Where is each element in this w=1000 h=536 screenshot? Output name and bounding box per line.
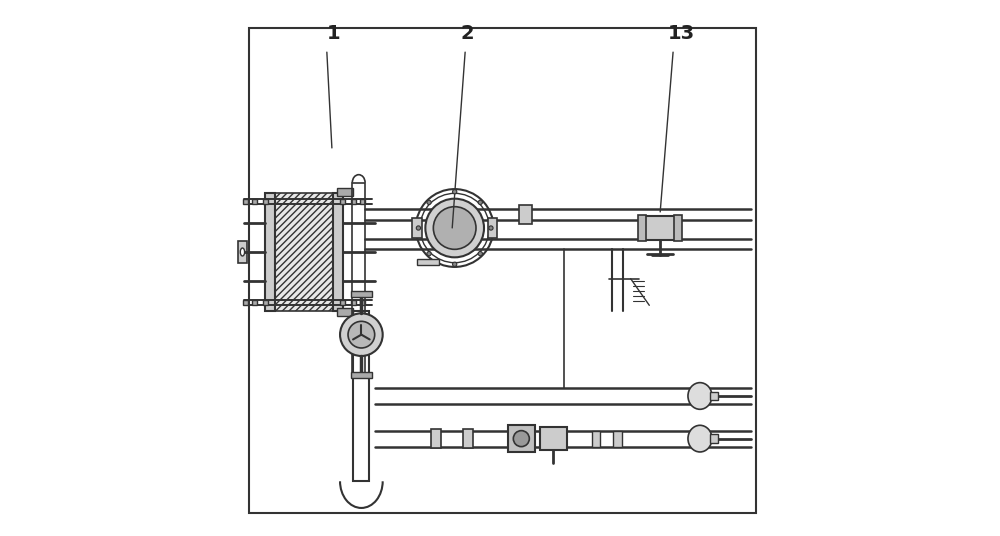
Bar bbox=[243, 300, 248, 306]
Bar bbox=[252, 300, 257, 306]
Bar bbox=[353, 311, 369, 481]
Text: 13: 13 bbox=[668, 24, 695, 43]
Circle shape bbox=[348, 321, 375, 348]
Circle shape bbox=[416, 226, 421, 230]
Bar bbox=[508, 425, 535, 452]
Bar bbox=[431, 429, 441, 448]
Text: 1: 1 bbox=[327, 24, 340, 43]
Circle shape bbox=[453, 262, 457, 266]
Bar bbox=[273, 193, 335, 311]
Bar bbox=[519, 205, 532, 224]
Bar bbox=[263, 199, 268, 204]
Bar bbox=[412, 218, 422, 237]
Circle shape bbox=[453, 190, 457, 194]
Bar bbox=[340, 199, 345, 204]
Circle shape bbox=[425, 199, 484, 257]
Text: 2: 2 bbox=[460, 24, 474, 43]
Bar bbox=[463, 429, 473, 448]
Circle shape bbox=[340, 314, 383, 356]
Circle shape bbox=[427, 200, 431, 205]
Bar bbox=[351, 199, 356, 204]
Circle shape bbox=[513, 430, 529, 446]
Bar bbox=[351, 291, 372, 297]
Circle shape bbox=[478, 251, 482, 256]
Bar bbox=[351, 300, 356, 306]
Bar bbox=[351, 372, 372, 378]
Circle shape bbox=[433, 207, 476, 249]
Bar bbox=[333, 193, 343, 311]
Bar bbox=[252, 199, 257, 204]
Bar bbox=[674, 215, 682, 241]
Ellipse shape bbox=[688, 425, 712, 452]
Bar bbox=[340, 300, 345, 306]
Bar bbox=[337, 188, 353, 196]
Circle shape bbox=[478, 200, 482, 205]
Bar bbox=[360, 300, 365, 306]
Bar bbox=[238, 241, 247, 263]
Circle shape bbox=[427, 251, 431, 256]
Bar bbox=[710, 392, 718, 400]
Bar bbox=[592, 430, 600, 446]
Ellipse shape bbox=[688, 383, 712, 410]
Bar bbox=[613, 430, 622, 446]
Bar bbox=[710, 434, 718, 443]
Bar bbox=[638, 215, 646, 241]
Bar bbox=[540, 427, 567, 450]
Bar bbox=[488, 218, 497, 237]
Bar bbox=[265, 193, 275, 311]
Bar bbox=[263, 300, 268, 306]
Bar bbox=[337, 308, 353, 316]
Bar bbox=[417, 259, 439, 265]
Bar bbox=[644, 217, 676, 240]
Circle shape bbox=[489, 226, 493, 230]
Ellipse shape bbox=[240, 248, 245, 256]
Bar bbox=[352, 183, 365, 375]
Bar bbox=[243, 199, 248, 204]
Bar bbox=[360, 199, 365, 204]
